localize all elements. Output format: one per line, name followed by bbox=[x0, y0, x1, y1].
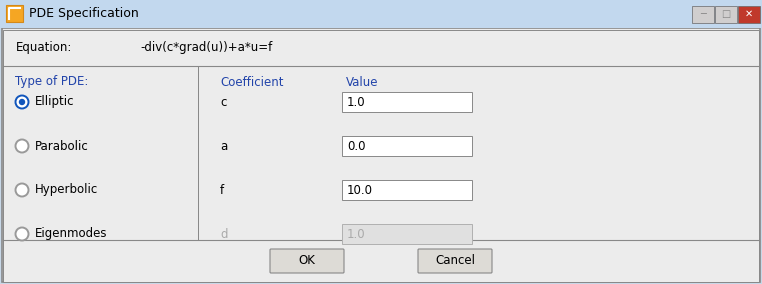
Text: a: a bbox=[220, 139, 227, 153]
Text: c: c bbox=[220, 95, 226, 108]
FancyBboxPatch shape bbox=[0, 0, 762, 28]
Text: ✕: ✕ bbox=[745, 9, 753, 19]
Text: 1.0: 1.0 bbox=[347, 227, 366, 241]
FancyBboxPatch shape bbox=[738, 5, 760, 22]
Text: Coefficient: Coefficient bbox=[220, 76, 283, 89]
Circle shape bbox=[15, 227, 28, 241]
FancyBboxPatch shape bbox=[3, 240, 759, 282]
Text: d: d bbox=[220, 227, 228, 241]
FancyBboxPatch shape bbox=[198, 66, 759, 240]
FancyBboxPatch shape bbox=[692, 5, 714, 22]
FancyBboxPatch shape bbox=[6, 5, 23, 22]
Circle shape bbox=[15, 95, 28, 108]
FancyBboxPatch shape bbox=[342, 136, 472, 156]
Text: 0.0: 0.0 bbox=[347, 139, 366, 153]
Text: Elliptic: Elliptic bbox=[35, 95, 75, 108]
Text: 10.0: 10.0 bbox=[347, 183, 373, 197]
Text: Value: Value bbox=[346, 76, 379, 89]
FancyBboxPatch shape bbox=[270, 249, 344, 273]
FancyBboxPatch shape bbox=[2, 28, 760, 282]
Text: OK: OK bbox=[299, 254, 315, 268]
Text: Hyperbolic: Hyperbolic bbox=[35, 183, 98, 197]
Text: 1.0: 1.0 bbox=[347, 95, 366, 108]
Text: ─: ─ bbox=[700, 9, 706, 19]
Circle shape bbox=[15, 139, 28, 153]
FancyBboxPatch shape bbox=[342, 180, 472, 200]
Text: PDE Specification: PDE Specification bbox=[29, 7, 139, 20]
Circle shape bbox=[19, 99, 25, 105]
Text: Equation:: Equation: bbox=[16, 41, 72, 55]
FancyBboxPatch shape bbox=[3, 66, 198, 240]
FancyBboxPatch shape bbox=[418, 249, 492, 273]
FancyBboxPatch shape bbox=[342, 224, 472, 244]
Text: Eigenmodes: Eigenmodes bbox=[35, 227, 107, 241]
Text: Cancel: Cancel bbox=[435, 254, 475, 268]
FancyBboxPatch shape bbox=[3, 30, 759, 66]
Text: -div(c*grad(u))+a*u=f: -div(c*grad(u))+a*u=f bbox=[140, 41, 272, 55]
FancyBboxPatch shape bbox=[342, 92, 472, 112]
Text: Parabolic: Parabolic bbox=[35, 139, 88, 153]
FancyBboxPatch shape bbox=[715, 5, 737, 22]
Text: □: □ bbox=[722, 9, 731, 19]
Text: Type of PDE:: Type of PDE: bbox=[15, 76, 88, 89]
Circle shape bbox=[15, 183, 28, 197]
Text: f: f bbox=[220, 183, 224, 197]
